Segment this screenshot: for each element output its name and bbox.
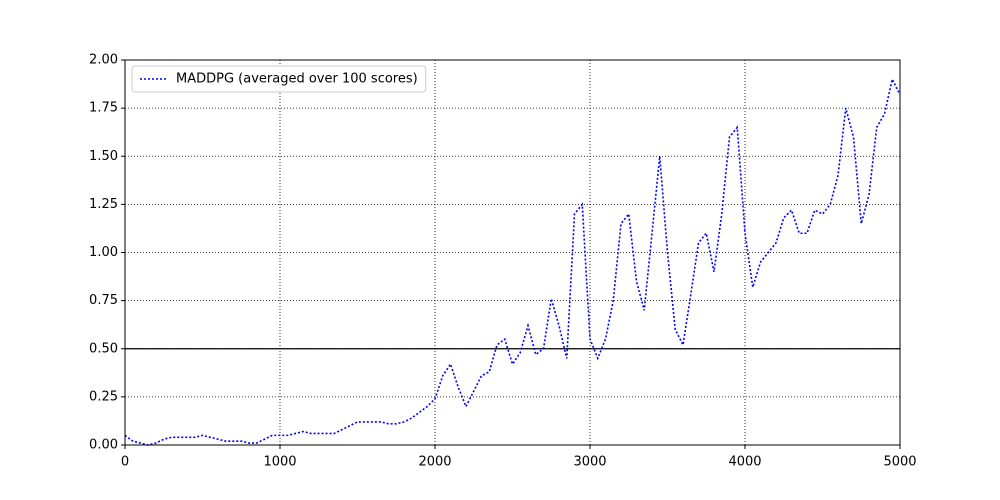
x-tick-label: 1000 — [263, 455, 296, 470]
x-tick-label: 4000 — [728, 455, 761, 470]
x-tick-label: 2000 — [418, 455, 451, 470]
x-tick-label: 3000 — [573, 455, 606, 470]
data-line — [124, 76, 901, 446]
x-tick-label: 0 — [121, 455, 129, 470]
y-tick-label: 0.00 — [89, 438, 118, 453]
legend-label: MADDPG (averaged over 100 scores) — [176, 72, 418, 87]
y-tick-label: 0.50 — [89, 341, 118, 356]
y-tick-label: 0.25 — [89, 389, 118, 404]
plot-frame — [124, 59, 901, 446]
legend: MADDPG (averaged over 100 scores) — [131, 65, 427, 93]
y-tick-label: 2.00 — [89, 53, 118, 68]
y-tick-label: 1.75 — [89, 101, 118, 116]
y-tick-label: 0.75 — [89, 293, 118, 308]
y-tick-label: 1.00 — [89, 245, 118, 260]
x-tick-label: 5000 — [883, 455, 916, 470]
y-tick-label: 1.25 — [89, 197, 118, 212]
legend-box — [131, 65, 427, 93]
y-tick-label: 1.50 — [89, 149, 118, 164]
